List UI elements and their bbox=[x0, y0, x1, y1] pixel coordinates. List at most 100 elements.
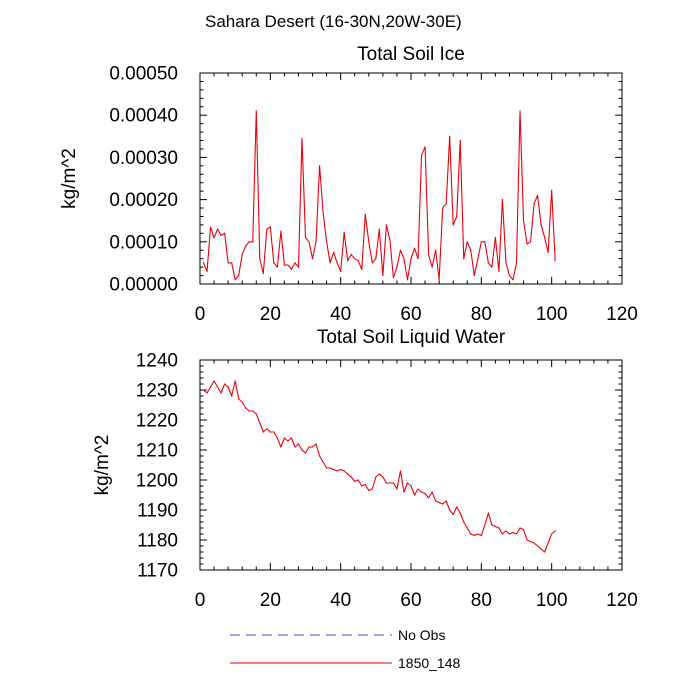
data-point bbox=[315, 443, 317, 445]
data-point bbox=[466, 241, 468, 243]
data-point bbox=[554, 530, 556, 532]
y-tick-label: 0.00030 bbox=[109, 148, 178, 169]
y-tick-label: 0.00040 bbox=[109, 106, 178, 127]
data-point bbox=[378, 473, 380, 475]
data-point bbox=[287, 264, 289, 266]
data-point bbox=[311, 258, 314, 260]
data-point bbox=[529, 540, 532, 543]
x-tick-label: 20 bbox=[260, 304, 281, 325]
y-tick-label: 1170 bbox=[137, 561, 178, 582]
data-point bbox=[508, 533, 511, 535]
data-point bbox=[547, 542, 549, 544]
data-point bbox=[438, 279, 440, 281]
data-point bbox=[427, 253, 430, 256]
data-point bbox=[410, 485, 412, 487]
data-point bbox=[213, 236, 215, 239]
data-point bbox=[273, 262, 275, 264]
data-point bbox=[371, 262, 373, 264]
x-tick-label: 80 bbox=[471, 590, 492, 611]
data-point bbox=[311, 446, 314, 448]
data-point bbox=[357, 479, 359, 481]
x-tick-label: 60 bbox=[400, 304, 421, 325]
data-point bbox=[224, 383, 226, 385]
data-point bbox=[361, 268, 363, 270]
data-point bbox=[406, 279, 409, 281]
data-point bbox=[262, 431, 264, 433]
legend: No Obs 1850_148 bbox=[230, 627, 461, 671]
x-tick-label: 120 bbox=[606, 590, 638, 611]
data-point bbox=[431, 266, 433, 268]
data-point bbox=[399, 470, 402, 472]
data-point bbox=[435, 500, 437, 502]
data-point bbox=[473, 534, 475, 537]
data-point bbox=[491, 266, 493, 268]
data-point bbox=[463, 258, 465, 260]
data-point bbox=[280, 446, 282, 448]
data-point bbox=[347, 260, 349, 262]
data-point bbox=[333, 251, 335, 253]
page-title: Sahara Desert (16-30N,20W-30E) bbox=[205, 12, 462, 31]
data-point bbox=[297, 443, 300, 445]
data-point bbox=[410, 258, 412, 260]
data-point bbox=[431, 491, 433, 493]
data-point bbox=[322, 211, 324, 213]
data-point bbox=[234, 279, 236, 281]
chart-title: Total Soil Ice bbox=[357, 44, 465, 65]
data-point bbox=[368, 241, 370, 243]
data-point bbox=[290, 268, 293, 270]
data-point bbox=[449, 509, 451, 511]
data-point bbox=[526, 243, 528, 245]
data-point bbox=[301, 449, 303, 451]
data-point bbox=[364, 213, 366, 215]
data-point bbox=[206, 270, 208, 272]
data-point bbox=[269, 226, 271, 228]
data-point bbox=[241, 401, 243, 403]
data-point bbox=[406, 482, 409, 484]
data-point bbox=[413, 247, 416, 249]
data-point bbox=[484, 524, 486, 526]
data-point bbox=[318, 455, 321, 457]
data-point bbox=[537, 194, 539, 196]
data-point bbox=[487, 262, 489, 264]
y-tick-label: 0.00050 bbox=[109, 64, 178, 85]
data-point bbox=[522, 220, 525, 222]
data-point bbox=[498, 270, 500, 272]
data-point bbox=[512, 279, 514, 281]
data-point bbox=[501, 199, 504, 201]
data-point bbox=[231, 395, 233, 397]
data-point bbox=[329, 262, 331, 264]
data-point bbox=[494, 525, 496, 528]
data-point bbox=[480, 241, 482, 243]
data-point bbox=[308, 446, 310, 448]
data-point bbox=[544, 551, 546, 553]
data-point bbox=[347, 473, 349, 475]
data-point bbox=[283, 437, 285, 439]
x-tick-label: 0 bbox=[195, 304, 206, 325]
data-point bbox=[554, 260, 556, 262]
data-point bbox=[231, 262, 233, 264]
y-tick-label: 1230 bbox=[136, 381, 178, 402]
data-point bbox=[392, 482, 395, 484]
data-point bbox=[396, 488, 398, 490]
chart-panel-2: 0 20 40 60 80 100 120 1170 1180 1190 1200 1210 1220 1… bbox=[92, 327, 638, 611]
legend-label: 1850_148 bbox=[398, 655, 461, 671]
x-tick-label: 100 bbox=[536, 304, 568, 325]
data-point bbox=[491, 524, 493, 526]
x-tick-label: 20 bbox=[260, 590, 281, 611]
data-point bbox=[255, 110, 257, 112]
data-point bbox=[238, 398, 240, 400]
data-point bbox=[213, 380, 215, 382]
data-point bbox=[452, 224, 454, 226]
data-point bbox=[202, 262, 205, 264]
data-point bbox=[238, 274, 240, 277]
data-point bbox=[442, 207, 444, 209]
data-point bbox=[357, 260, 359, 262]
data-point bbox=[540, 224, 542, 226]
data-point bbox=[301, 137, 303, 140]
data-point bbox=[378, 228, 380, 230]
data-point bbox=[318, 165, 321, 167]
data-point bbox=[537, 545, 539, 547]
data-point bbox=[403, 258, 405, 260]
data-point bbox=[480, 534, 482, 537]
data-point bbox=[248, 241, 250, 243]
